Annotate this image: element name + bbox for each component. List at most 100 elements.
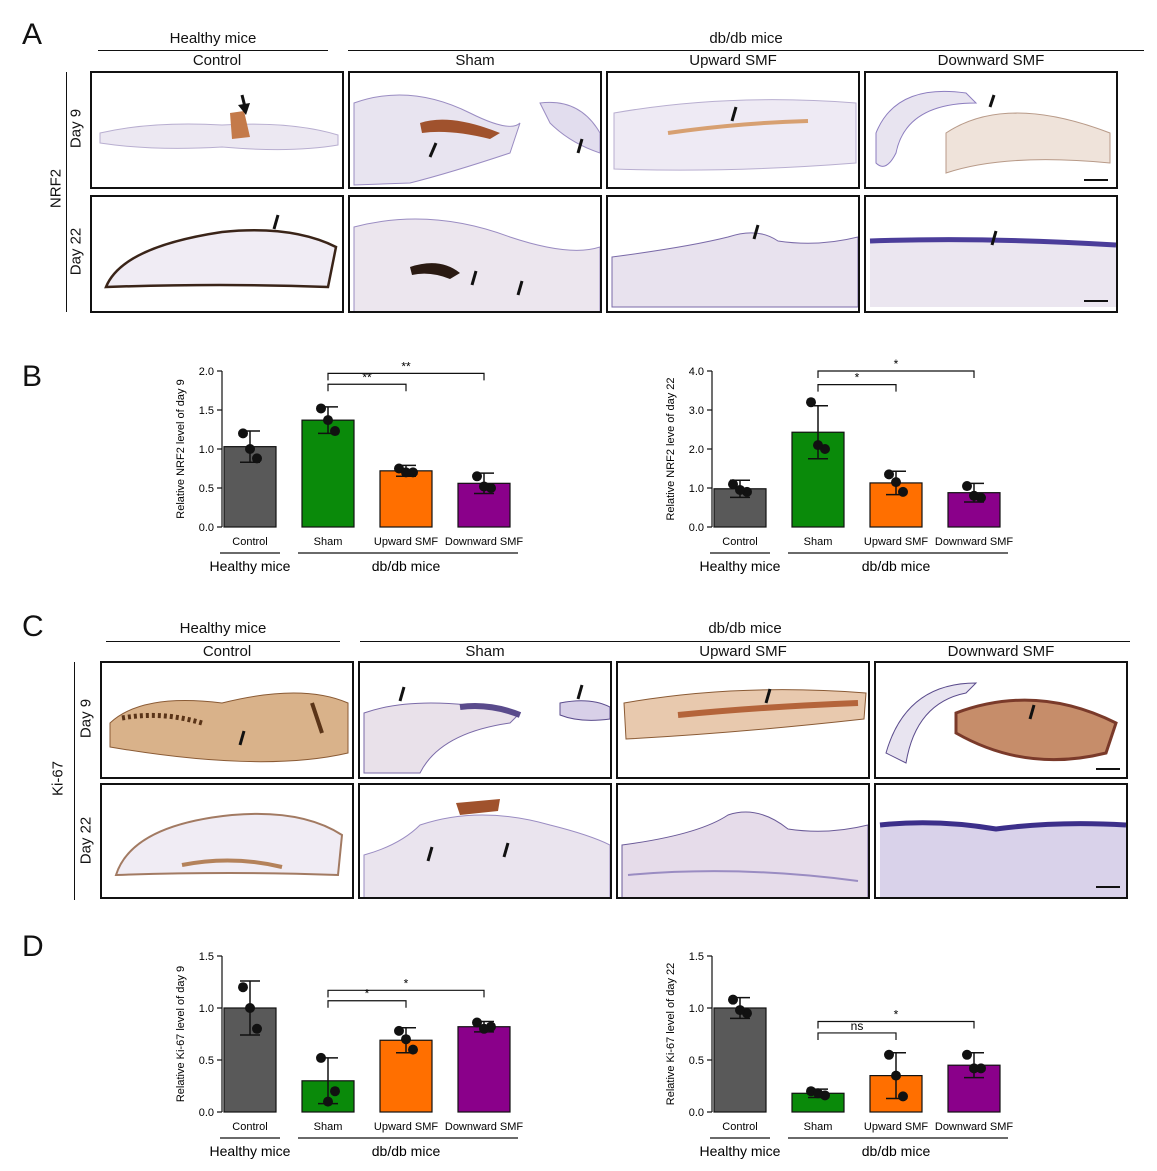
y-tick-label: 2.0 bbox=[199, 366, 214, 378]
bar-sham bbox=[301, 419, 355, 528]
data-point bbox=[323, 1096, 333, 1107]
x-tick-label: Sham bbox=[804, 1121, 833, 1133]
x-tick-label: Upward SMF bbox=[864, 1121, 928, 1133]
significance-label: ns bbox=[851, 1019, 864, 1033]
group-label-db: db/db mice bbox=[862, 558, 931, 574]
y-axis-label: Relative Ki-67 level of day 22 bbox=[665, 963, 677, 1105]
panel-letter-a: A bbox=[22, 18, 43, 51]
data-point bbox=[813, 440, 823, 451]
data-point bbox=[969, 1063, 979, 1074]
y-tick-label: 1.5 bbox=[199, 951, 214, 963]
data-point bbox=[806, 397, 816, 408]
panel-c-scalebar-2 bbox=[1096, 886, 1120, 888]
x-tick-label: Sham bbox=[804, 536, 833, 548]
x-tick-label: Upward SMF bbox=[374, 1121, 438, 1133]
chart-b-nrf2-day22: 0.0 1.0 2.0 3.0 4.0 Relative NRF2 leve of day… bbox=[665, 357, 1014, 574]
panel-a-healthy-line bbox=[98, 50, 328, 51]
ki67-control-day22-image bbox=[100, 783, 354, 899]
y-axis-label: Relative Ki-67 level of day 9 bbox=[175, 966, 187, 1102]
data-point bbox=[316, 1052, 326, 1063]
data-point bbox=[408, 1044, 418, 1055]
group-label-healthy: Healthy mice bbox=[700, 558, 781, 574]
data-point bbox=[884, 469, 894, 480]
data-point bbox=[401, 467, 411, 478]
significance-bracket bbox=[817, 1032, 897, 1040]
data-point bbox=[408, 467, 418, 478]
significance-label: * bbox=[894, 357, 899, 371]
panel-c-col-control: Control bbox=[202, 643, 252, 660]
panel-c-db-header: db/db mice bbox=[708, 620, 782, 637]
data-point bbox=[962, 481, 972, 492]
data-point bbox=[891, 1070, 901, 1081]
panel-letter-d: D bbox=[22, 930, 44, 963]
panel-a-marker-bar bbox=[66, 72, 67, 312]
significance-bracket bbox=[817, 370, 975, 378]
data-point bbox=[728, 994, 738, 1005]
y-axis-label: Relative NRF2 level of day 9 bbox=[175, 379, 187, 518]
data-point bbox=[238, 428, 248, 439]
x-tick-label: Control bbox=[722, 1121, 757, 1133]
nrf2-upward-day9-image bbox=[606, 71, 860, 189]
chart-d-ki67-day9: 0.0 0.5 1.0 1.5 Relative Ki-67 level of day … bbox=[175, 951, 523, 1159]
y-axis-label: Relative NRF2 leve of day 22 bbox=[665, 377, 677, 520]
data-point bbox=[330, 1086, 340, 1097]
data-point bbox=[969, 490, 979, 501]
group-label-healthy: Healthy mice bbox=[210, 1143, 291, 1159]
significance-bracket bbox=[817, 384, 897, 392]
panel-c-marker-label: Ki-67 bbox=[49, 760, 67, 797]
nrf2-sham-day9-image bbox=[348, 71, 602, 189]
data-point bbox=[401, 1034, 411, 1045]
group-label-healthy: Healthy mice bbox=[210, 558, 291, 574]
x-tick-label: Upward SMF bbox=[374, 536, 438, 548]
x-tick-label: Downward SMF bbox=[935, 1121, 1014, 1133]
x-tick-label: Upward SMF bbox=[864, 536, 928, 548]
ki67-sham-day9-image bbox=[358, 661, 612, 779]
y-tick-label: 4.0 bbox=[689, 366, 704, 378]
y-tick-label: 0.5 bbox=[199, 483, 214, 495]
significance-label: * bbox=[365, 987, 370, 1001]
y-tick-label: 1.5 bbox=[689, 951, 704, 963]
ki67-upward-day9-image bbox=[616, 661, 870, 779]
significance-label: ** bbox=[362, 370, 372, 384]
x-tick-label: Control bbox=[722, 536, 757, 548]
panel-a-col-control: Control bbox=[192, 52, 242, 69]
bar-upward bbox=[379, 470, 433, 528]
x-tick-label: Sham bbox=[314, 1121, 343, 1133]
panel-a-scalebar-1 bbox=[1084, 179, 1108, 181]
nrf2-sham-day22-image bbox=[348, 195, 602, 313]
y-tick-label: 2.0 bbox=[689, 444, 704, 456]
data-point bbox=[891, 477, 901, 488]
data-point bbox=[884, 1049, 894, 1060]
y-tick-label: 1.0 bbox=[689, 483, 704, 495]
panel-c-row-day22: Day 22 bbox=[77, 816, 95, 865]
panel-c-col-sham: Sham bbox=[465, 643, 505, 660]
panel-a-scalebar-2 bbox=[1084, 300, 1108, 302]
nrf2-downward-day9-image bbox=[864, 71, 1118, 189]
x-tick-label: Downward SMF bbox=[935, 536, 1014, 548]
y-tick-label: 0.0 bbox=[199, 522, 214, 534]
y-tick-label: 0.0 bbox=[689, 522, 704, 534]
panel-a-row-day22: Day 22 bbox=[67, 227, 85, 276]
ki67-downward-day9-image bbox=[874, 661, 1128, 779]
nrf2-upward-day22-image bbox=[606, 195, 860, 313]
panel-c-healthy-header: Healthy mice bbox=[179, 620, 267, 637]
x-tick-label: Downward SMF bbox=[445, 536, 524, 548]
y-tick-label: 1.0 bbox=[689, 1003, 704, 1015]
group-label-db: db/db mice bbox=[372, 1143, 441, 1159]
data-point bbox=[472, 1017, 482, 1028]
panel-a-col-downward: Downward SMF bbox=[937, 52, 1045, 69]
data-point bbox=[330, 426, 340, 437]
data-point bbox=[976, 1063, 986, 1074]
y-tick-label: 0.5 bbox=[199, 1055, 214, 1067]
panel-c-healthy-line bbox=[106, 641, 340, 642]
bar-downward bbox=[457, 1026, 511, 1113]
group-label-db: db/db mice bbox=[372, 558, 441, 574]
data-point bbox=[472, 471, 482, 482]
bar-control bbox=[713, 1007, 767, 1113]
data-point bbox=[898, 1091, 908, 1102]
significance-label: * bbox=[404, 976, 409, 990]
panel-c-db-line bbox=[360, 641, 1130, 642]
data-point bbox=[316, 403, 326, 414]
data-point bbox=[735, 1005, 745, 1016]
data-point bbox=[323, 415, 333, 426]
